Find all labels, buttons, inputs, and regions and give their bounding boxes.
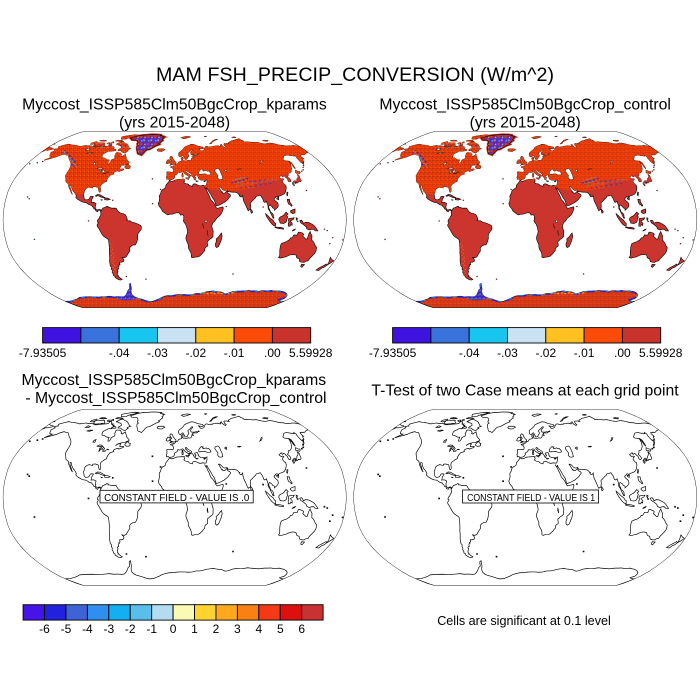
svg-text:-.01: -.01 — [574, 346, 595, 360]
svg-text:-.02: -.02 — [185, 346, 206, 360]
svg-text:Myccost_ISSP585Clm50BgcCrop_kp: Myccost_ISSP585Clm50BgcCrop_kparams — [21, 372, 326, 389]
svg-text:Myccost_ISSP585Clm50BgcCrop_co: Myccost_ISSP585Clm50BgcCrop_control — [379, 96, 671, 113]
svg-text:(yrs 2015-2048): (yrs 2015-2048) — [470, 114, 581, 131]
svg-text:CONSTANT FIELD - VALUE IS .0: CONSTANT FIELD - VALUE IS .0 — [104, 493, 250, 504]
svg-text:-4: -4 — [82, 622, 93, 636]
svg-text:1: 1 — [191, 622, 198, 636]
svg-text:-7.93505: -7.93505 — [19, 346, 67, 360]
svg-text:-2: -2 — [125, 622, 136, 636]
svg-text:5: 5 — [277, 622, 284, 636]
svg-text:-.03: -.03 — [497, 346, 518, 360]
svg-text:Myccost_ISSP585Clm50BgcCrop_kp: Myccost_ISSP585Clm50BgcCrop_kparams — [22, 96, 327, 113]
svg-text:T-Test of two Case means at ea: T-Test of two Case means at each grid po… — [371, 382, 679, 399]
svg-text:-.04: -.04 — [109, 346, 130, 360]
svg-text:(yrs 2015-2048): (yrs 2015-2048) — [119, 114, 230, 131]
svg-text:2: 2 — [213, 622, 220, 636]
svg-text:3: 3 — [234, 622, 241, 636]
svg-text:5.59928: 5.59928 — [289, 346, 333, 360]
svg-text:.00: .00 — [614, 346, 631, 360]
svg-text:.00: .00 — [264, 346, 281, 360]
svg-text:-3: -3 — [103, 622, 114, 636]
svg-text:MAM FSH_PRECIP_CONVERSION (W/m: MAM FSH_PRECIP_CONVERSION (W/m^2) — [156, 64, 554, 86]
svg-text:-.01: -.01 — [224, 346, 245, 360]
svg-text:-1: -1 — [146, 622, 157, 636]
svg-text:- Myccost_ISSP585Clm50BgcCrop_: - Myccost_ISSP585Clm50BgcCrop_control — [25, 390, 326, 407]
svg-text:CONSTANT FIELD - VALUE IS 1: CONSTANT FIELD - VALUE IS 1 — [467, 493, 595, 504]
svg-text:4: 4 — [255, 622, 262, 636]
svg-text:Cells are significant at 0.1 l: Cells are significant at 0.1 level — [437, 614, 611, 628]
svg-text:-6: -6 — [39, 622, 50, 636]
svg-text:0: 0 — [170, 622, 177, 636]
svg-text:6: 6 — [298, 622, 305, 636]
svg-text:-.04: -.04 — [459, 346, 480, 360]
svg-text:5.59928: 5.59928 — [639, 346, 683, 360]
svg-text:-.02: -.02 — [535, 346, 556, 360]
svg-text:-.03: -.03 — [147, 346, 168, 360]
svg-text:-5: -5 — [61, 622, 72, 636]
svg-text:-7.93505: -7.93505 — [369, 346, 417, 360]
